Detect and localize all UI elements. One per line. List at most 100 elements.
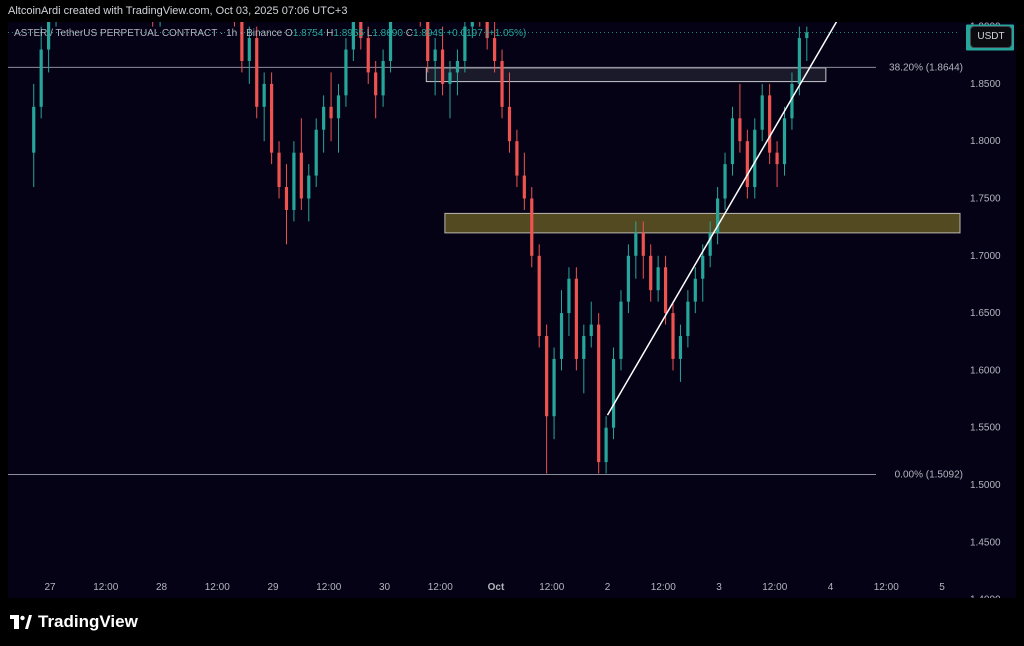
open-label: O: [285, 28, 293, 39]
candle: [797, 26, 801, 96]
candles-layer: [32, 22, 809, 474]
candle-body: [671, 313, 675, 359]
low-label: L: [366, 28, 373, 39]
footer: TradingView: [0, 598, 1024, 646]
candle-body: [32, 106, 36, 153]
x-tick-label: 12:00: [651, 582, 676, 593]
x-tick-label: 12:00: [539, 582, 564, 593]
candle-body: [47, 22, 51, 50]
candle-body: [716, 198, 720, 233]
x-tick-label: 12:00: [428, 582, 453, 593]
x-tick-label: 12:00: [874, 582, 899, 593]
candle: [351, 22, 355, 61]
candle-body: [381, 60, 385, 96]
fib-level-label: 38.20% (1.8644): [889, 62, 963, 73]
candle-body: [678, 336, 683, 359]
candle: [39, 26, 43, 119]
candle-body: [522, 175, 526, 199]
y-tick-label: 1.7000: [970, 251, 1001, 262]
x-tick-label: 30: [379, 582, 391, 593]
candle-body: [619, 301, 623, 359]
candle-body: [656, 267, 660, 291]
candle-body: [448, 72, 452, 84]
candle-body: [723, 164, 727, 199]
candle: [559, 290, 564, 371]
chart-panel[interactable]: 61.80% (2.0839)38.20% (1.8644)0.00% (1.5…: [8, 22, 1016, 598]
x-tick-label: 3: [716, 582, 722, 593]
tradingview-logo[interactable]: TradingView: [10, 612, 138, 632]
candle-body: [240, 22, 244, 61]
candle-body: [351, 22, 355, 50]
candle-body: [582, 336, 586, 359]
candle-body: [738, 118, 742, 142]
y-tick-label: 1.6500: [970, 308, 1001, 319]
candle-body: [314, 129, 318, 176]
y-tick-label: 1.4000: [970, 595, 1001, 598]
candle-body: [663, 267, 668, 314]
credit-bar: AltcoinArdi created with TradingView.com…: [0, 0, 1024, 22]
candle-body: [730, 118, 735, 165]
levels-layer: 61.80% (2.0839)38.20% (1.8644)0.00% (1.5…: [8, 31, 964, 481]
y-tick-label: 1.4500: [970, 537, 1001, 548]
time-axis: 27 12:00 28 12:00 29 12:00 30 12:00 Oct 12:00 2 12:…: [44, 582, 945, 593]
fib-level-label: 0.00% (1.5092): [895, 469, 963, 480]
candle-body: [597, 324, 601, 463]
x-tick-label: 28: [156, 582, 168, 593]
candle: [611, 347, 616, 440]
candle-body: [589, 324, 593, 337]
price-chart[interactable]: 61.80% (2.0839)38.20% (1.8644)0.00% (1.5…: [8, 22, 1016, 598]
candle: [233, 22, 235, 27]
candle-body: [39, 49, 43, 107]
candle: [448, 60, 452, 119]
candle: [708, 221, 712, 268]
close-label: C: [405, 28, 413, 39]
candle: [790, 72, 794, 130]
candle-body: [500, 60, 504, 107]
candle-body: [307, 175, 311, 199]
candle-body: [574, 278, 578, 359]
candle-body: [760, 95, 764, 130]
candle: [314, 118, 318, 188]
candle: [597, 313, 601, 474]
candle: [693, 267, 697, 314]
candle-body: [374, 72, 378, 96]
candle: [500, 49, 504, 119]
currency-button[interactable]: USDT: [970, 26, 1012, 48]
candle-body: [626, 255, 631, 302]
candle: [374, 60, 378, 119]
candle-body: [470, 22, 474, 27]
candle-body: [270, 83, 274, 153]
candle: [284, 164, 289, 245]
price-axis: 2.25002.20002.15002.10002.05002.00001.95…: [970, 22, 1001, 598]
x-tick-label: 2: [605, 582, 611, 593]
candle: [782, 106, 787, 176]
candle: [745, 129, 749, 199]
candle: [634, 221, 638, 279]
candle-body: [753, 129, 757, 188]
candle-body: [284, 187, 289, 210]
x-tick-label: 12:00: [93, 582, 118, 593]
candle: [768, 83, 772, 165]
tradingview-logo-icon: [10, 615, 32, 629]
candle-body: [485, 22, 489, 39]
candle-body: [322, 106, 326, 130]
x-tick-label: Oct: [488, 582, 505, 593]
open-value: 1.8754: [292, 28, 324, 39]
candle-body: [292, 152, 296, 210]
candle: [723, 152, 727, 210]
candle: [686, 290, 690, 348]
candle-body: [790, 83, 794, 119]
brand-name: TradingView: [38, 612, 138, 631]
candle: [530, 187, 534, 268]
candle: [671, 301, 675, 371]
candle: [641, 221, 645, 279]
candle: [152, 22, 154, 27]
symbol-legend: ASTER / TetherUS PERPETUAL CONTRACT · 1h…: [14, 28, 526, 39]
candle: [433, 38, 437, 96]
y-tick-label: 1.5500: [970, 423, 1001, 434]
candle: [574, 267, 578, 371]
candle: [493, 22, 497, 73]
candle: [545, 324, 549, 474]
candle-body: [329, 106, 333, 119]
yellow-zone: [444, 212, 961, 234]
